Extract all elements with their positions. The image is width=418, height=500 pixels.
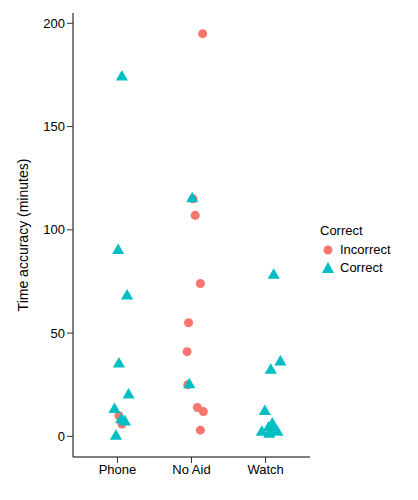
svg-text:150: 150 [43,119,65,134]
svg-text:200: 200 [43,16,65,31]
html-text:Correct: Correct [320,222,363,238]
svg-text:0: 0 [58,429,65,444]
svg-text:Watch: Watch [247,462,283,477]
svg-text:Phone: Phone [99,462,137,477]
svg-text:No Aid: No Aid [172,462,210,477]
html-text:Incorrect: Incorrect [340,242,391,257]
html-text:Correct: Correct [340,260,383,275]
svg-text:50: 50 [51,326,65,341]
svg-text:Time accuracy (minutes): Time accuracy (minutes) [15,159,31,312]
svg-text:100: 100 [43,222,65,237]
